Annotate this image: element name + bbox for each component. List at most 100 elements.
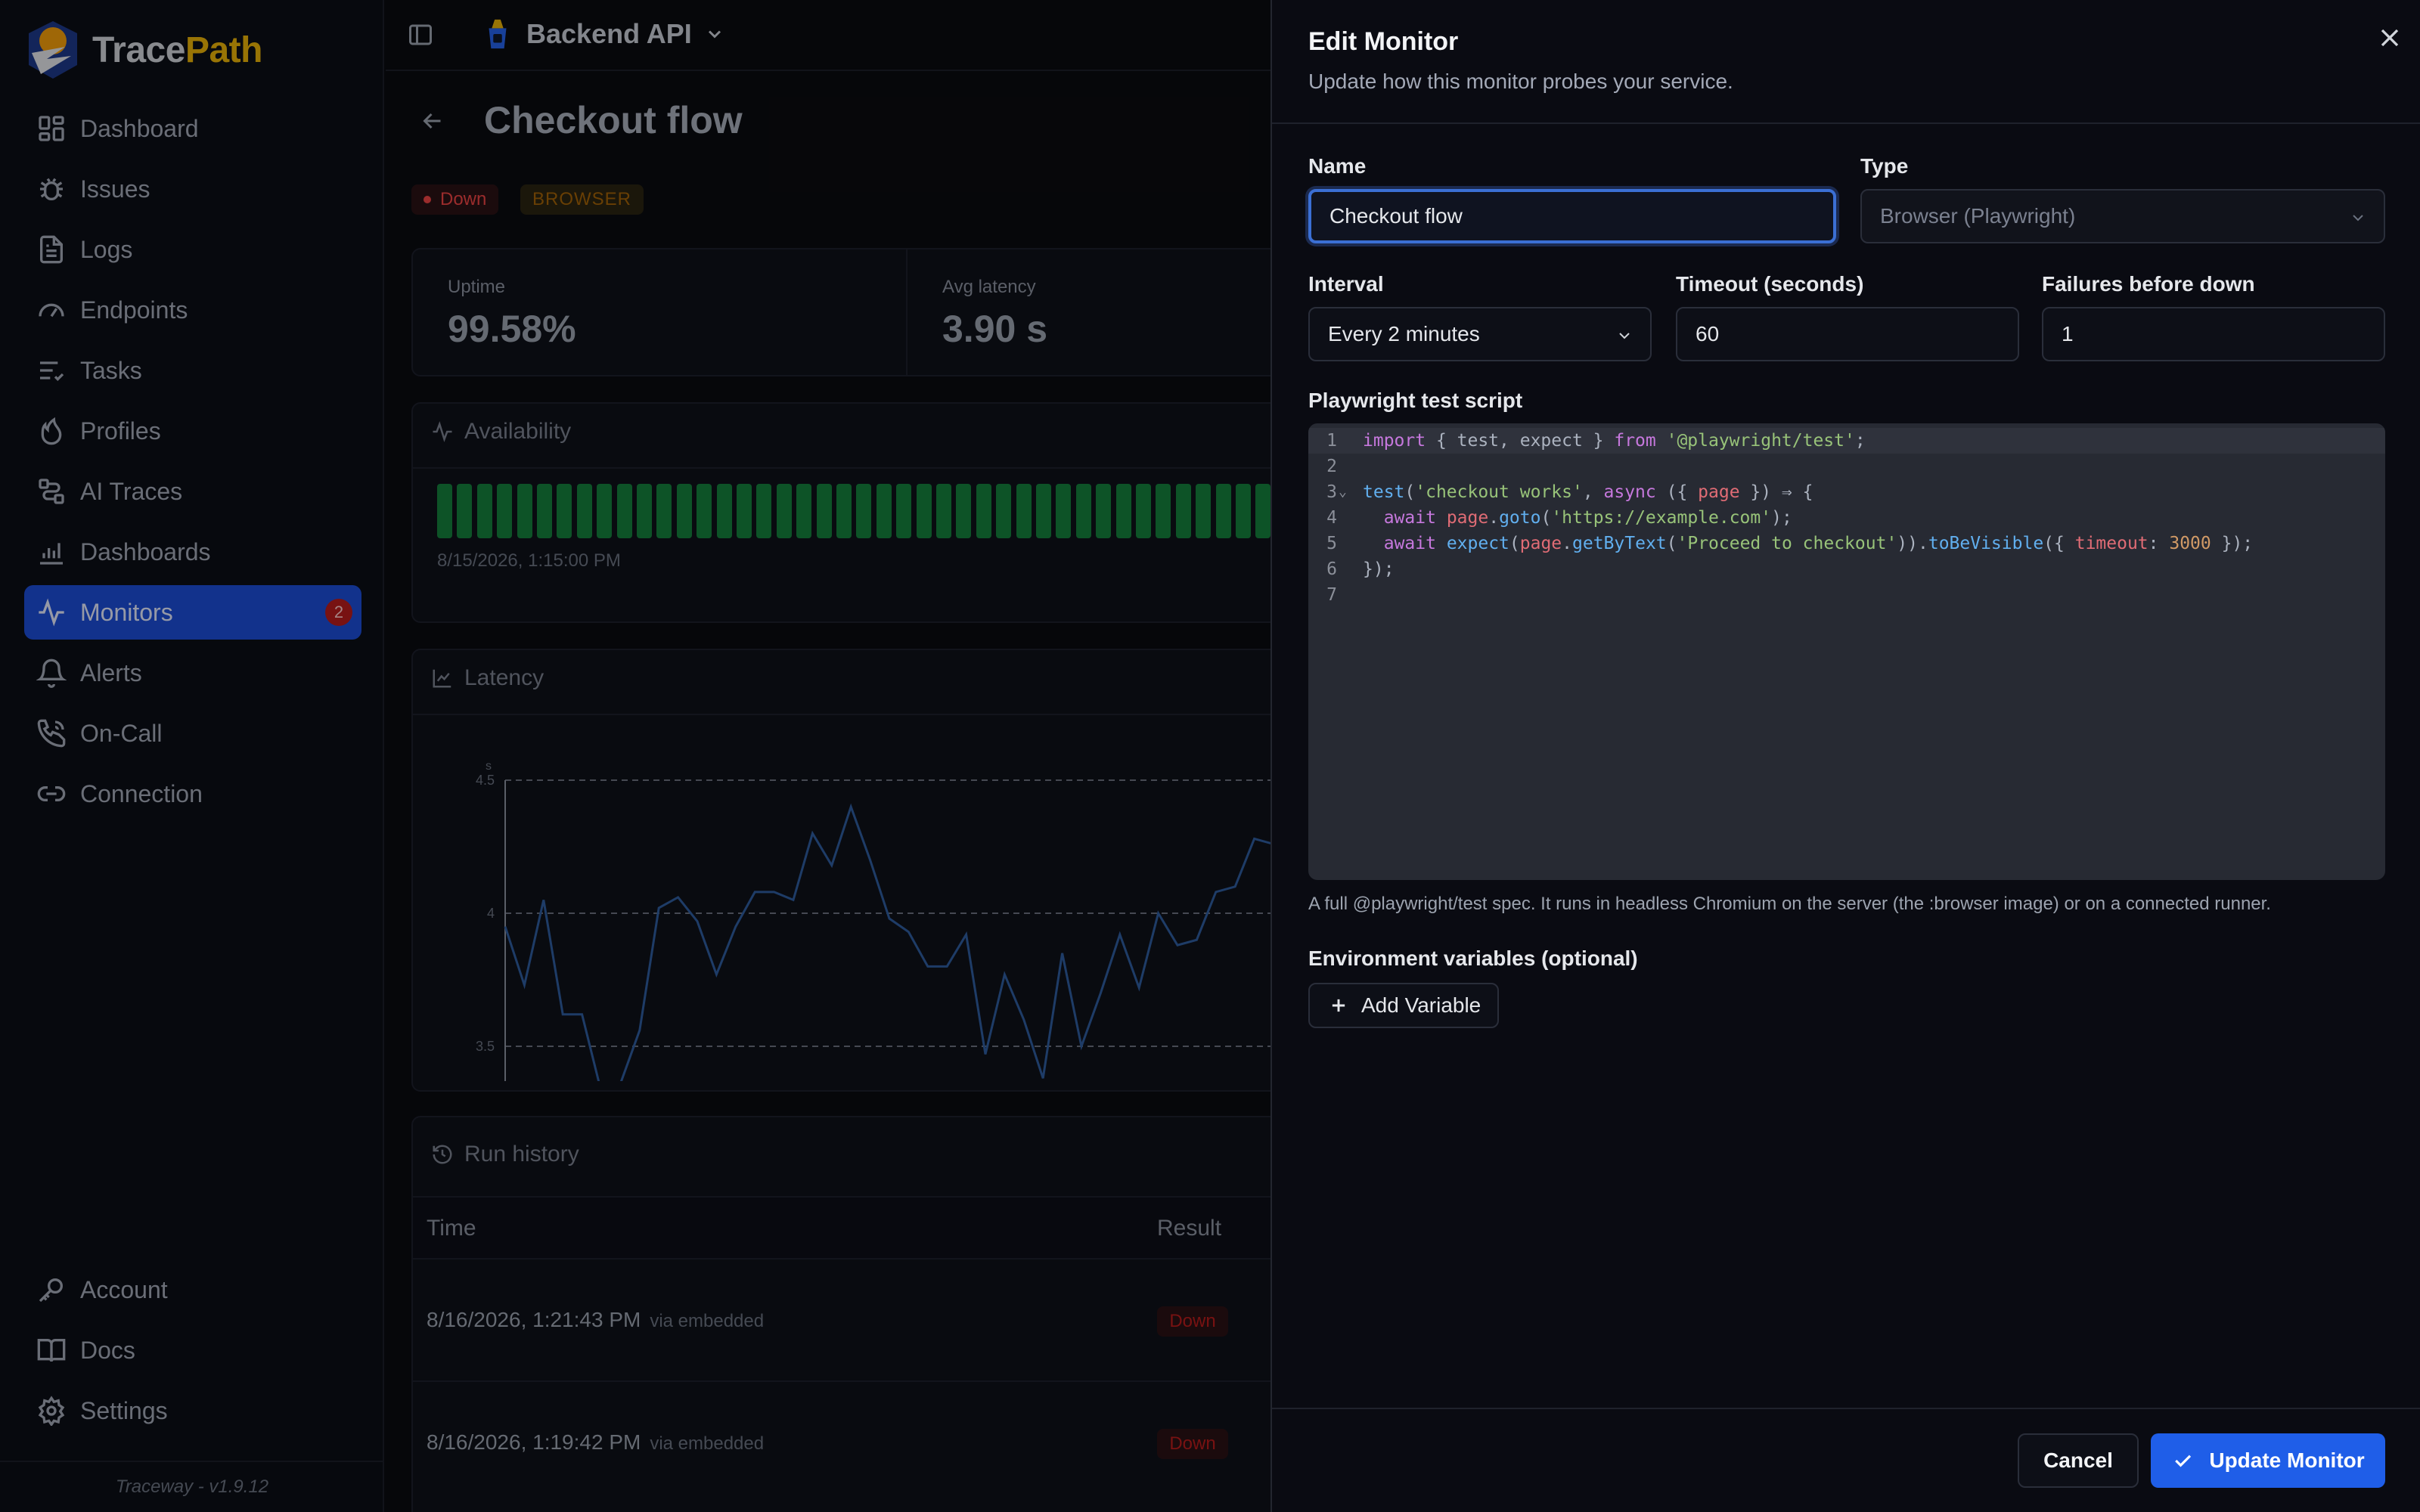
- availability-bar[interactable]: [1056, 484, 1072, 538]
- availability-bar[interactable]: [1016, 484, 1032, 538]
- type-label: Type: [1860, 154, 1909, 178]
- availability-bar[interactable]: [1036, 484, 1051, 538]
- sidebar-item-ai-traces[interactable]: AI Traces: [24, 464, 361, 519]
- line-chart-icon: [433, 669, 451, 688]
- sidebar-item-connection[interactable]: Connection: [24, 767, 361, 821]
- sidebar-item-endpoints[interactable]: Endpoints: [24, 283, 361, 337]
- flame-icon: [41, 417, 62, 445]
- availability-bar[interactable]: [497, 484, 513, 538]
- availability-bar[interactable]: [856, 484, 872, 538]
- availability-bar[interactable]: [1236, 484, 1251, 538]
- code-line: 7: [1326, 585, 1337, 605]
- availability-bar[interactable]: [916, 484, 932, 538]
- availability-bar[interactable]: [1215, 484, 1231, 538]
- availability-bar[interactable]: [1175, 484, 1191, 538]
- sidebar-item-label: Endpoints: [80, 296, 188, 324]
- cancel-button[interactable]: Cancel: [2018, 1433, 2139, 1488]
- run-history-header: Run history: [431, 1142, 579, 1167]
- availability-bar[interactable]: [816, 484, 832, 538]
- key-icon: [39, 1278, 63, 1303]
- availability-bar[interactable]: [996, 484, 1012, 538]
- sidebar-item-monitors[interactable]: Monitors 2: [24, 585, 361, 640]
- sidebar-item-label: Alerts: [80, 658, 142, 686]
- sidebar-item-dashboard[interactable]: Dashboard: [24, 101, 361, 156]
- modal-backdrop[interactable]: [0, 0, 1270, 1512]
- app-logo[interactable]: TracePath: [26, 20, 262, 80]
- sidebar-item-issues[interactable]: Issues: [24, 162, 361, 216]
- availability-bar[interactable]: [716, 484, 732, 538]
- sidebar-item-logs[interactable]: Logs: [24, 222, 361, 277]
- availability-bar[interactable]: [1255, 484, 1270, 538]
- project-switcher[interactable]: Backend API: [482, 17, 725, 51]
- availability-bar[interactable]: [896, 484, 912, 538]
- row-time: 8/16/2026, 1:19:42 PM via embedded: [427, 1430, 765, 1454]
- name-input[interactable]: Checkout flow: [1308, 189, 1836, 243]
- panel-subtitle: Update how this monitor probes your serv…: [1308, 70, 1733, 93]
- table-row[interactable]: 8/16/2026, 1:21:43 PM via embedded Down: [413, 1259, 1270, 1380]
- availability-bar[interactable]: [437, 484, 452, 538]
- close-icon[interactable]: [2375, 23, 2405, 53]
- availability-bar[interactable]: [1096, 484, 1112, 538]
- availability-bar[interactable]: [476, 484, 492, 538]
- sidebar-item-label: Docs: [80, 1336, 135, 1364]
- availability-bar[interactable]: [1115, 484, 1131, 538]
- panel-footer-divider: [1272, 1408, 2420, 1409]
- availability-bar[interactable]: [1196, 484, 1212, 538]
- availability-bar[interactable]: [796, 484, 812, 538]
- add-variable-button[interactable]: Add Variable: [1308, 983, 1500, 1028]
- availability-bar[interactable]: [1156, 484, 1171, 538]
- availability-bar[interactable]: [697, 484, 712, 538]
- sidebar-item-docs[interactable]: Docs: [24, 1323, 361, 1377]
- column-header-time: Time: [427, 1216, 476, 1241]
- availability-bar[interactable]: [676, 484, 692, 538]
- table-row[interactable]: 8/16/2026, 1:19:42 PM via embedded Down: [413, 1382, 1270, 1503]
- fold-chevron-icon[interactable]: ⌄: [1339, 484, 1347, 500]
- failures-label: Failures before down: [2042, 272, 2255, 296]
- availability-bar[interactable]: [776, 484, 792, 538]
- code-line: 3 ⌄ test('checkout works', async ({ page }…: [1308, 479, 2385, 505]
- sidebar-toggle-icon[interactable]: [407, 21, 434, 48]
- sidebar-item-tasks[interactable]: Tasks: [24, 343, 361, 398]
- availability-bar[interactable]: [737, 484, 752, 538]
- availability-bar[interactable]: [936, 484, 951, 538]
- row-via: via embedded: [650, 1433, 765, 1454]
- monitor-detail: Backend API Checkout flow Down BROWSER U…: [386, 0, 1270, 1512]
- sidebar-item-label: AI Traces: [80, 477, 183, 505]
- availability-bar[interactable]: [557, 484, 572, 538]
- availability-bar[interactable]: [836, 484, 852, 538]
- availability-bar[interactable]: [517, 484, 532, 538]
- card-divider: [413, 1196, 1270, 1198]
- availability-bar[interactable]: [1075, 484, 1091, 538]
- bug-icon: [40, 178, 63, 200]
- availability-bar[interactable]: [956, 484, 972, 538]
- file-text-icon: [40, 235, 63, 264]
- failures-input[interactable]: 1: [2042, 307, 2385, 361]
- availability-bar[interactable]: [576, 484, 592, 538]
- availability-bar[interactable]: [537, 484, 552, 538]
- sidebar-item-alerts[interactable]: Alerts: [24, 646, 361, 700]
- sidebar-item-profiles[interactable]: Profiles: [24, 404, 361, 458]
- script-editor[interactable]: 1 import { test, expect } from '@playwrig…: [1308, 423, 2385, 880]
- sidebar-item-on-call[interactable]: On-Call: [24, 706, 361, 761]
- availability-bar[interactable]: [1136, 484, 1151, 538]
- sidebar-item-settings[interactable]: Settings: [24, 1383, 361, 1438]
- availability-bar[interactable]: [597, 484, 613, 538]
- column-header-result: Result: [1157, 1216, 1222, 1241]
- interval-select[interactable]: Every 2 minutes: [1308, 307, 1652, 361]
- availability-card: Availability 8/15/2026, 1:15:00 PM: [411, 402, 1270, 623]
- availability-bar[interactable]: [457, 484, 473, 538]
- availability-bar[interactable]: [876, 484, 892, 538]
- availability-bar[interactable]: [616, 484, 632, 538]
- availability-bar[interactable]: [656, 484, 672, 538]
- update-monitor-button[interactable]: Update Monitor: [2151, 1433, 2385, 1488]
- availability-bar[interactable]: [756, 484, 772, 538]
- availability-bar[interactable]: [637, 484, 652, 538]
- uptime-label: Uptime: [448, 277, 506, 297]
- sidebar-item-dashboards[interactable]: Dashboards: [24, 525, 361, 579]
- sidebar-item-account[interactable]: Account: [24, 1263, 361, 1317]
- back-arrow-icon[interactable]: [419, 107, 446, 135]
- interval-select-value: Every 2 minutes: [1328, 322, 1480, 345]
- type-select[interactable]: Browser (Playwright): [1860, 189, 2385, 243]
- timeout-input[interactable]: 60: [1676, 307, 2019, 361]
- availability-bar[interactable]: [976, 484, 991, 538]
